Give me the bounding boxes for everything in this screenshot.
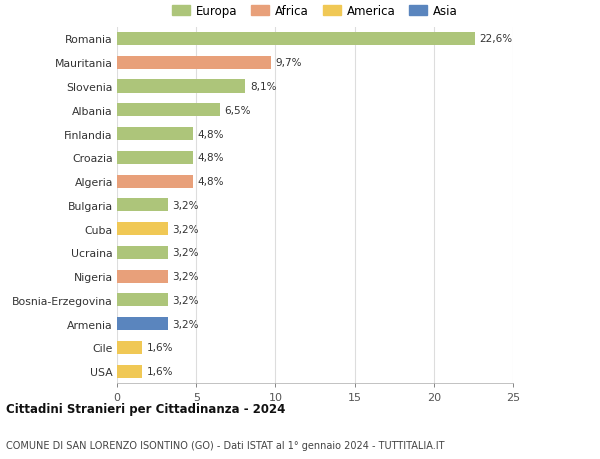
Text: COMUNE DI SAN LORENZO ISONTINO (GO) - Dati ISTAT al 1° gennaio 2024 - TUTTITALIA: COMUNE DI SAN LORENZO ISONTINO (GO) - Da… (6, 440, 445, 450)
Text: 1,6%: 1,6% (147, 343, 173, 353)
Text: 4,8%: 4,8% (198, 177, 224, 187)
Bar (117, 56, 271, 70)
Text: 3,2%: 3,2% (172, 272, 199, 281)
Bar (117, 246, 167, 259)
Text: 3,2%: 3,2% (172, 201, 199, 210)
Text: 9,7%: 9,7% (275, 58, 302, 68)
Legend: Europa, Africa, America, Asia: Europa, Africa, America, Asia (172, 5, 458, 18)
Text: 22,6%: 22,6% (480, 34, 513, 45)
Text: 4,8%: 4,8% (198, 129, 224, 139)
Bar (117, 128, 193, 141)
Text: 3,2%: 3,2% (172, 224, 199, 234)
Bar (117, 80, 245, 93)
Text: 8,1%: 8,1% (250, 82, 277, 92)
Text: 3,2%: 3,2% (172, 295, 199, 305)
Bar (117, 318, 167, 330)
Bar (117, 104, 220, 117)
Bar (117, 199, 167, 212)
Text: 3,2%: 3,2% (172, 319, 199, 329)
Bar (117, 294, 167, 307)
Text: Cittadini Stranieri per Cittadinanza - 2024: Cittadini Stranieri per Cittadinanza - 2… (6, 403, 286, 415)
Text: 6,5%: 6,5% (225, 106, 251, 116)
Bar (117, 365, 142, 378)
Bar (117, 223, 167, 235)
Text: 1,6%: 1,6% (147, 366, 173, 376)
Text: 4,8%: 4,8% (198, 153, 224, 163)
Bar (117, 341, 142, 354)
Bar (117, 151, 193, 164)
Text: 3,2%: 3,2% (172, 248, 199, 258)
Bar (117, 175, 193, 188)
Bar (117, 33, 475, 46)
Bar (117, 270, 167, 283)
